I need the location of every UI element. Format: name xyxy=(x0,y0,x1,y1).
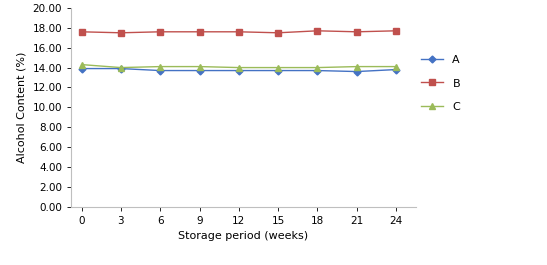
B xyxy=(118,31,124,34)
Line: C: C xyxy=(79,62,399,70)
C xyxy=(314,66,321,69)
B xyxy=(353,30,360,33)
X-axis label: Storage period (weeks): Storage period (weeks) xyxy=(178,231,309,241)
B xyxy=(393,29,399,32)
C xyxy=(236,66,242,69)
C xyxy=(393,65,399,68)
Legend: A, B, C: A, B, C xyxy=(421,55,460,112)
C xyxy=(118,66,124,69)
B xyxy=(78,30,85,33)
B xyxy=(236,30,242,33)
B xyxy=(157,30,164,33)
C xyxy=(196,65,203,68)
A xyxy=(275,69,281,72)
A xyxy=(236,69,242,72)
Line: A: A xyxy=(79,66,399,74)
C xyxy=(78,63,85,66)
A xyxy=(353,70,360,73)
A xyxy=(314,69,321,72)
A xyxy=(78,67,85,70)
C xyxy=(157,65,164,68)
B xyxy=(196,30,203,33)
Line: B: B xyxy=(79,28,399,36)
B xyxy=(314,29,321,32)
B xyxy=(275,31,281,34)
C xyxy=(353,65,360,68)
A xyxy=(393,68,399,71)
Y-axis label: Alcohol Content (%): Alcohol Content (%) xyxy=(17,52,27,163)
A xyxy=(196,69,203,72)
A xyxy=(118,67,124,70)
A xyxy=(157,69,164,72)
C xyxy=(275,66,281,69)
